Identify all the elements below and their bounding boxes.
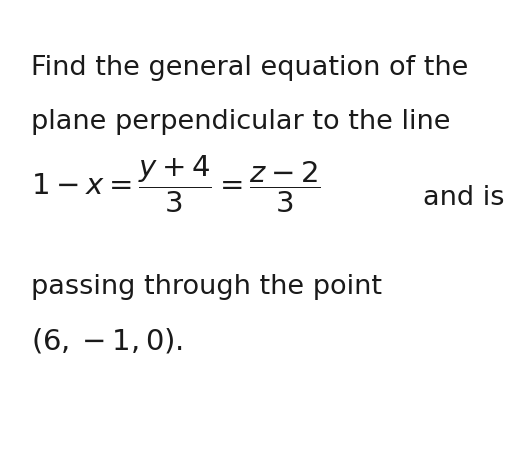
Text: $1 - x = \dfrac{y + 4}{3} = \dfrac{z - 2}{3}$: $1 - x = \dfrac{y + 4}{3} = \dfrac{z - 2…: [31, 154, 321, 215]
Text: and is: and is: [423, 185, 505, 211]
Text: plane perpendicular to the line: plane perpendicular to the line: [31, 109, 450, 135]
Text: $(6, -1, 0).$: $(6, -1, 0).$: [31, 325, 183, 354]
Text: passing through the point: passing through the point: [31, 273, 382, 299]
Text: Find the general equation of the: Find the general equation of the: [31, 55, 469, 81]
